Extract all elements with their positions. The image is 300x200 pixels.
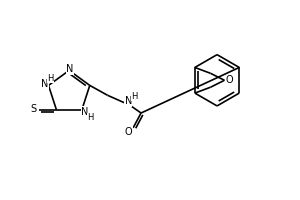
Text: N: N (124, 96, 132, 106)
Text: H: H (131, 92, 137, 101)
Text: S: S (31, 104, 37, 114)
Text: O: O (124, 127, 132, 137)
Text: H: H (47, 74, 54, 83)
Text: N: N (81, 107, 88, 117)
Text: N: N (66, 64, 74, 74)
Text: H: H (88, 113, 94, 122)
Text: O: O (226, 75, 233, 85)
Text: N: N (41, 79, 48, 89)
